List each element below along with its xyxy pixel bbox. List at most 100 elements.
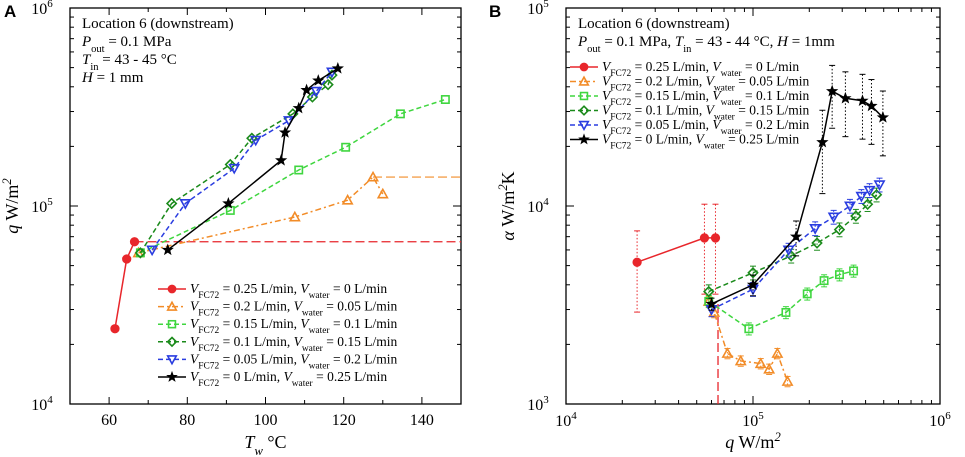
data-point <box>129 237 140 247</box>
x-tick-label: 60 <box>101 412 117 429</box>
data-point <box>849 266 859 276</box>
series-group <box>632 64 890 388</box>
data-point <box>833 223 846 236</box>
legend-entry: VFC72 = 0.25 L/min, Vwater = 0 L/min <box>190 281 387 301</box>
data-point <box>367 170 379 182</box>
data-point <box>856 94 869 106</box>
data-point <box>703 285 715 298</box>
legend-entry: VFC72 = 0.1 L/min, Vwater = 0.15 L/min <box>602 103 809 123</box>
legend-marker <box>579 91 589 101</box>
data-point <box>834 270 844 280</box>
data-point <box>705 297 718 310</box>
data-point <box>222 197 235 209</box>
y-axis-title: α W/m2K <box>496 171 518 240</box>
data-point <box>844 201 856 213</box>
data-point <box>310 86 323 98</box>
y-axis-title: q W/m2 <box>0 178 22 234</box>
data-point <box>331 62 344 74</box>
legend-marker <box>166 370 178 382</box>
annotation-line: Pout = 0.1 MPa <box>81 34 172 55</box>
data-point <box>850 210 862 222</box>
data-point <box>326 67 338 79</box>
data-point <box>249 135 262 147</box>
series-diamond <box>703 187 883 300</box>
data-point <box>341 193 354 205</box>
data-point <box>819 276 829 286</box>
data-point <box>161 243 174 256</box>
data-point <box>782 245 795 257</box>
legend-entry: VFC72 = 0.2 L/min, Vwater = 0.05 L/min <box>190 299 397 319</box>
data-point <box>861 198 874 211</box>
data-point <box>710 233 721 243</box>
data-point <box>754 357 767 369</box>
legend-marker <box>167 319 177 329</box>
x-tick-label: 100 <box>254 412 278 429</box>
series-line <box>151 71 333 251</box>
data-point <box>763 362 776 374</box>
data-point <box>146 245 159 257</box>
data-point <box>802 289 812 299</box>
series-line <box>138 175 384 254</box>
legend-marker <box>579 62 589 72</box>
annotation-line: Tin = 43 - 45 °C <box>82 52 177 73</box>
data-point <box>744 324 754 334</box>
data-point <box>376 187 389 199</box>
data-point <box>300 83 313 96</box>
data-point <box>312 74 325 86</box>
x-tick-label: 104 <box>555 410 577 430</box>
x-tick-label: 140 <box>410 412 434 429</box>
data-point <box>134 247 147 259</box>
legend: VFC72 = 0.25 L/min, Vwater = 0 L/minVFC7… <box>570 59 809 152</box>
legend-entry: VFC72 = 0.15 L/min, Vwater = 0.1 L/min <box>602 88 809 108</box>
legend-marker <box>166 355 178 366</box>
data-point <box>863 185 876 197</box>
axis-ticks <box>565 8 940 405</box>
series-triangle-down <box>705 177 886 318</box>
annotation-line: Location 6 (downstream) <box>578 16 730 32</box>
data-point <box>789 230 803 242</box>
series-star <box>705 64 890 311</box>
y-tick-label: 105 <box>527 0 549 18</box>
series-line <box>708 270 854 330</box>
data-point <box>771 347 784 358</box>
axis-ticks <box>69 8 462 405</box>
data-point <box>809 223 822 235</box>
data-point <box>179 198 192 210</box>
x-tick-label: 120 <box>332 412 356 429</box>
data-point <box>294 165 304 175</box>
data-point <box>224 158 237 171</box>
data-point <box>632 257 642 267</box>
legend: VFC72 = 0.25 L/min, Vwater = 0 L/minVFC7… <box>158 281 397 389</box>
data-point <box>747 267 759 279</box>
data-point <box>839 91 852 104</box>
legend-marker <box>166 336 178 348</box>
annotation-line: H = 1 mm <box>81 70 144 86</box>
series-triangle-up <box>132 170 461 258</box>
panel-b-label: B <box>489 2 501 21</box>
annotation-line: Pout = 0.1 MPa, Tin = 43 - 44 °C, H = 1m… <box>577 34 835 55</box>
data-point <box>876 111 890 123</box>
legend-marker <box>167 284 177 294</box>
data-point <box>721 347 734 358</box>
data-point <box>873 180 886 192</box>
series-circle <box>632 203 721 313</box>
panel-a-chart: 60 80 100 120 140 104 105 106 Tw °C q W/m2 Locatio… <box>0 0 462 457</box>
y-tick-label: 105 <box>31 196 53 216</box>
legend-entry: VFC72 = 0.2 L/min, Vwater = 0.05 L/min <box>602 74 809 94</box>
legend-entry: VFC72 = 0.15 L/min, Vwater = 0.1 L/min <box>190 316 397 336</box>
y-tick-label: 104 <box>527 196 549 216</box>
data-point <box>122 254 132 264</box>
data-point <box>826 84 839 97</box>
data-point <box>292 101 305 114</box>
annotation-line: Location 6 (downstream) <box>82 16 234 32</box>
legend-entry: VFC72 = 0.05 L/min, Vwater = 0.2 L/min <box>190 351 397 371</box>
data-point <box>110 324 120 334</box>
data-point <box>811 237 823 249</box>
data-point <box>288 210 301 222</box>
panel-a-label: A <box>4 2 16 21</box>
data-point <box>165 197 178 210</box>
x-axis-title: Tw °C <box>244 432 286 457</box>
legend-marker <box>166 300 178 311</box>
